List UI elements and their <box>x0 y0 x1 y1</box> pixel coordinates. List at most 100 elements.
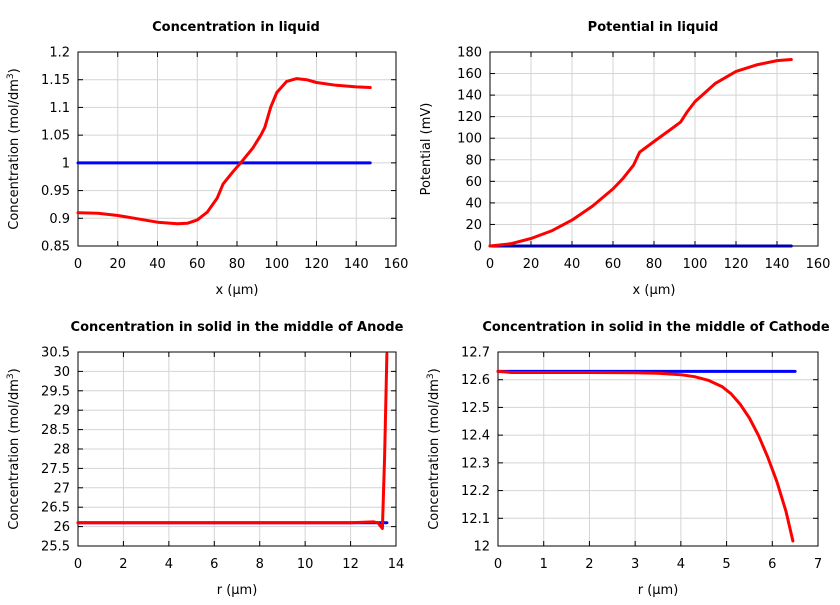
x-tick-label: 2 <box>585 557 593 572</box>
y-axis-label-text: Concentration (mol/dm <box>427 379 442 530</box>
y-tick-label: 12.4 <box>461 429 490 444</box>
x-axis-label: x (µm) <box>216 283 259 298</box>
y-tick-label: 1.15 <box>41 73 70 88</box>
y-tick-label: 28.5 <box>41 423 70 438</box>
x-axis-label: r (µm) <box>217 583 258 598</box>
x-tick-label: 20 <box>109 257 126 272</box>
x-tick-label: 100 <box>264 257 289 272</box>
x-tick-label: 160 <box>806 257 831 272</box>
x-tick-label: 10 <box>297 557 314 572</box>
x-tick-label: 80 <box>229 257 246 272</box>
y-tick-label: 0.85 <box>41 240 70 255</box>
x-tick-label: 0 <box>486 257 494 272</box>
y-tick-label: 0 <box>474 240 482 255</box>
y-tick-label: 0.9 <box>49 212 70 227</box>
x-tick-label: 6 <box>210 557 218 572</box>
x-tick-label: 4 <box>677 557 685 572</box>
chart-title: Potential in liquid <box>588 20 719 35</box>
x-tick-label: 120 <box>304 257 329 272</box>
y-tick-label: 27.5 <box>41 462 70 477</box>
x-tick-label: 6 <box>768 557 776 572</box>
x-tick-label: 40 <box>149 257 166 272</box>
y-tick-label: 29.5 <box>41 384 70 399</box>
plot-frame <box>497 351 819 547</box>
y-tick-label: 180 <box>457 46 482 61</box>
x-axis-label: r (µm) <box>638 583 679 598</box>
y-axis-label: Concentration (mol/dm3) <box>6 68 22 230</box>
x-tick-label: 160 <box>384 257 409 272</box>
series-line-1 <box>76 77 372 226</box>
x-axis-label: x (µm) <box>633 283 676 298</box>
x-tick-label: 140 <box>765 257 790 272</box>
x-tick-label: 80 <box>646 257 663 272</box>
y-axis-label: Concentration (mol/dm3) <box>426 368 442 530</box>
x-tick-label: 40 <box>564 257 581 272</box>
y-axis-label: Potential (mV) <box>419 103 434 196</box>
y-tick-label: 80 <box>465 153 482 168</box>
series-line-1 <box>488 58 793 248</box>
y-tick-label: 12.2 <box>461 484 490 499</box>
x-tick-label: 1 <box>540 557 548 572</box>
y-tick-label: 1.1 <box>49 101 70 116</box>
x-tick-label: 3 <box>631 557 639 572</box>
y-tick-label: 12 <box>473 540 490 555</box>
y-tick-label: 12.3 <box>461 456 490 471</box>
y-tick-label: 29 <box>53 404 70 419</box>
series-line-1 <box>76 352 389 530</box>
y-tick-label: 60 <box>465 175 482 190</box>
y-axis-label-tail: ) <box>427 368 442 373</box>
x-tick-label: 100 <box>683 257 708 272</box>
y-tick-label: 120 <box>457 110 482 125</box>
x-tick-label: 120 <box>724 257 749 272</box>
y-axis-label-sup: 3 <box>6 373 16 379</box>
chart-3: Concentration in solid in the middle of … <box>426 320 830 598</box>
y-tick-label: 100 <box>457 132 482 147</box>
x-tick-label: 14 <box>388 557 405 572</box>
y-tick-label: 0.95 <box>41 184 70 199</box>
x-tick-label: 2 <box>119 557 127 572</box>
series-line-1 <box>496 369 795 543</box>
x-tick-label: 12 <box>342 557 359 572</box>
y-tick-label: 25.5 <box>41 540 70 555</box>
y-tick-label: 27 <box>53 481 70 496</box>
y-axis-label-text: Potential (mV) <box>419 103 434 196</box>
x-tick-label: 0 <box>494 557 502 572</box>
chart-0: Concentration in liquid 0 20 40 60 80 100 120 14… <box>6 20 408 298</box>
y-tick-label: 26 <box>53 520 70 535</box>
y-tick-label: 20 <box>465 218 482 233</box>
chart-2: Concentration in solid in the middle of … <box>6 320 404 598</box>
x-tick-label: 0 <box>74 257 82 272</box>
y-tick-label: 40 <box>465 196 482 211</box>
chart-1: Potential in liquid 0 20 40 60 80 100 120 140 160… <box>419 20 830 298</box>
x-tick-label: 20 <box>523 257 540 272</box>
x-tick-label: 4 <box>165 557 173 572</box>
x-tick-label: 60 <box>189 257 206 272</box>
y-tick-label: 1 <box>62 156 70 171</box>
x-tick-label: 0 <box>74 557 82 572</box>
y-axis-label: Concentration (mol/dm3) <box>6 368 22 530</box>
y-axis-label-text: Concentration (mol/dm <box>7 79 22 230</box>
x-tick-label: 5 <box>722 557 730 572</box>
y-axis-label-tail: ) <box>7 68 22 73</box>
y-tick-label: 26.5 <box>41 501 70 516</box>
chart-title: Concentration in solid in the middle of … <box>71 320 404 335</box>
y-axis-label-tail: ) <box>7 368 22 373</box>
y-tick-label: 160 <box>457 67 482 82</box>
x-tick-label: 7 <box>814 557 822 572</box>
chart-title: Concentration in solid in the middle of … <box>482 320 830 335</box>
y-tick-label: 28 <box>53 443 70 458</box>
y-tick-label: 140 <box>457 89 482 104</box>
y-tick-label: 30.5 <box>41 346 70 361</box>
x-tick-label: 60 <box>605 257 622 272</box>
y-tick-label: 12.6 <box>461 373 490 388</box>
y-tick-label: 12.5 <box>461 401 490 416</box>
y-axis-label-sup: 3 <box>426 373 436 379</box>
y-axis-label-text: Concentration (mol/dm <box>7 379 22 530</box>
x-tick-label: 8 <box>256 557 264 572</box>
y-tick-label: 1.05 <box>41 129 70 144</box>
y-tick-label: 12.1 <box>461 512 490 527</box>
chart-title: Concentration in liquid <box>152 20 320 35</box>
y-tick-label: 12.7 <box>461 346 490 361</box>
y-tick-label: 1.2 <box>49 46 70 61</box>
